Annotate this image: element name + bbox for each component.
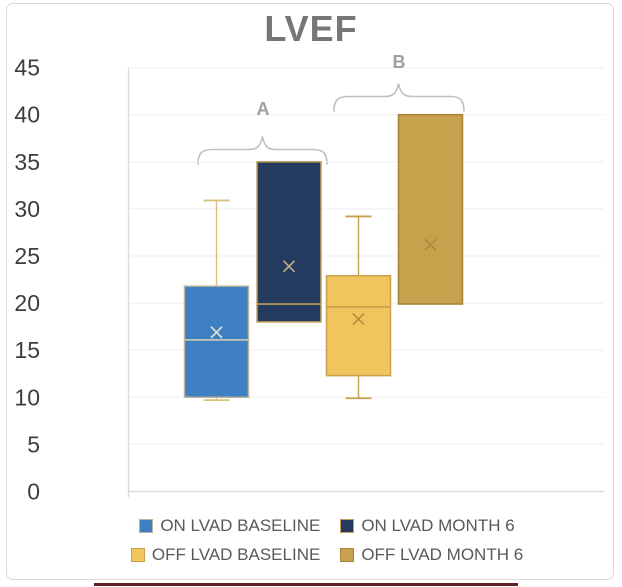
y-tick-label-30: 30 <box>14 196 40 222</box>
legend-item-on-lvad-month-6: ON LVAD MONTH 6 <box>340 516 515 536</box>
y-tick-label-45: 45 <box>14 55 40 81</box>
legend-label-on-lvad-month-6: ON LVAD MONTH 6 <box>361 516 515 535</box>
legend-row-1: ON LVAD BASELINE ON LVAD MONTH 6 <box>16 516 622 536</box>
bracket-group-a <box>197 136 328 165</box>
y-tick-label-15: 15 <box>14 337 40 363</box>
legend-swatch-off-lvad-baseline <box>130 548 145 562</box>
bracket-group-b <box>333 83 465 112</box>
mean-x-marker-on-lvad-month-6 <box>282 260 296 273</box>
mean-x-marker-off-lvad-baseline <box>352 313 365 326</box>
legend: ON LVAD BASELINE ON LVAD MONTH 6 OFF LVAD … <box>16 516 622 574</box>
legend-row-2: OFF LVAD BASELINE OFF LVAD MONTH 6 <box>16 545 622 565</box>
y-tick-label-35: 35 <box>14 149 40 175</box>
chart-title: LVEF <box>264 8 358 49</box>
legend-item-off-lvad-month-6: OFF LVAD MONTH 6 <box>340 545 523 565</box>
legend-label-off-lvad-month-6: OFF LVAD MONTH 6 <box>361 545 524 564</box>
y-tick-label-40: 40 <box>14 102 40 128</box>
y-tick-label-5: 5 <box>27 431 40 457</box>
legend-swatch-on-lvad-month-6 <box>340 519 355 533</box>
bottom-rule <box>94 583 518 586</box>
y-tick-label-20: 20 <box>14 290 40 316</box>
group-a-label: A <box>256 99 270 119</box>
y-tick-label-10: 10 <box>14 384 40 410</box>
legend-label-off-lvad-baseline: OFF LVAD BASELINE <box>151 545 321 564</box>
y-tick-label-0: 0 <box>27 479 40 505</box>
legend-item-on-lvad-baseline: ON LVAD BASELINE <box>139 516 320 536</box>
box-off-lvad-month-6 <box>397 113 464 305</box>
box-off-lvad-baseline <box>325 275 392 377</box>
box-on-lvad-month-6 <box>256 161 322 323</box>
group-b-label: B <box>392 52 406 72</box>
y-tick-label-25: 25 <box>14 243 40 269</box>
legend-swatch-on-lvad-baseline <box>139 519 154 533</box>
mean-x-marker-off-lvad-month-6 <box>424 238 437 251</box>
legend-swatch-off-lvad-month-6 <box>340 548 355 562</box>
legend-label-on-lvad-baseline: ON LVAD BASELINE <box>160 516 321 535</box>
box-on-lvad-baseline <box>183 285 250 399</box>
mean-x-marker-on-lvad-baseline <box>210 326 223 339</box>
legend-item-off-lvad-baseline: OFF LVAD BASELINE <box>130 545 321 565</box>
